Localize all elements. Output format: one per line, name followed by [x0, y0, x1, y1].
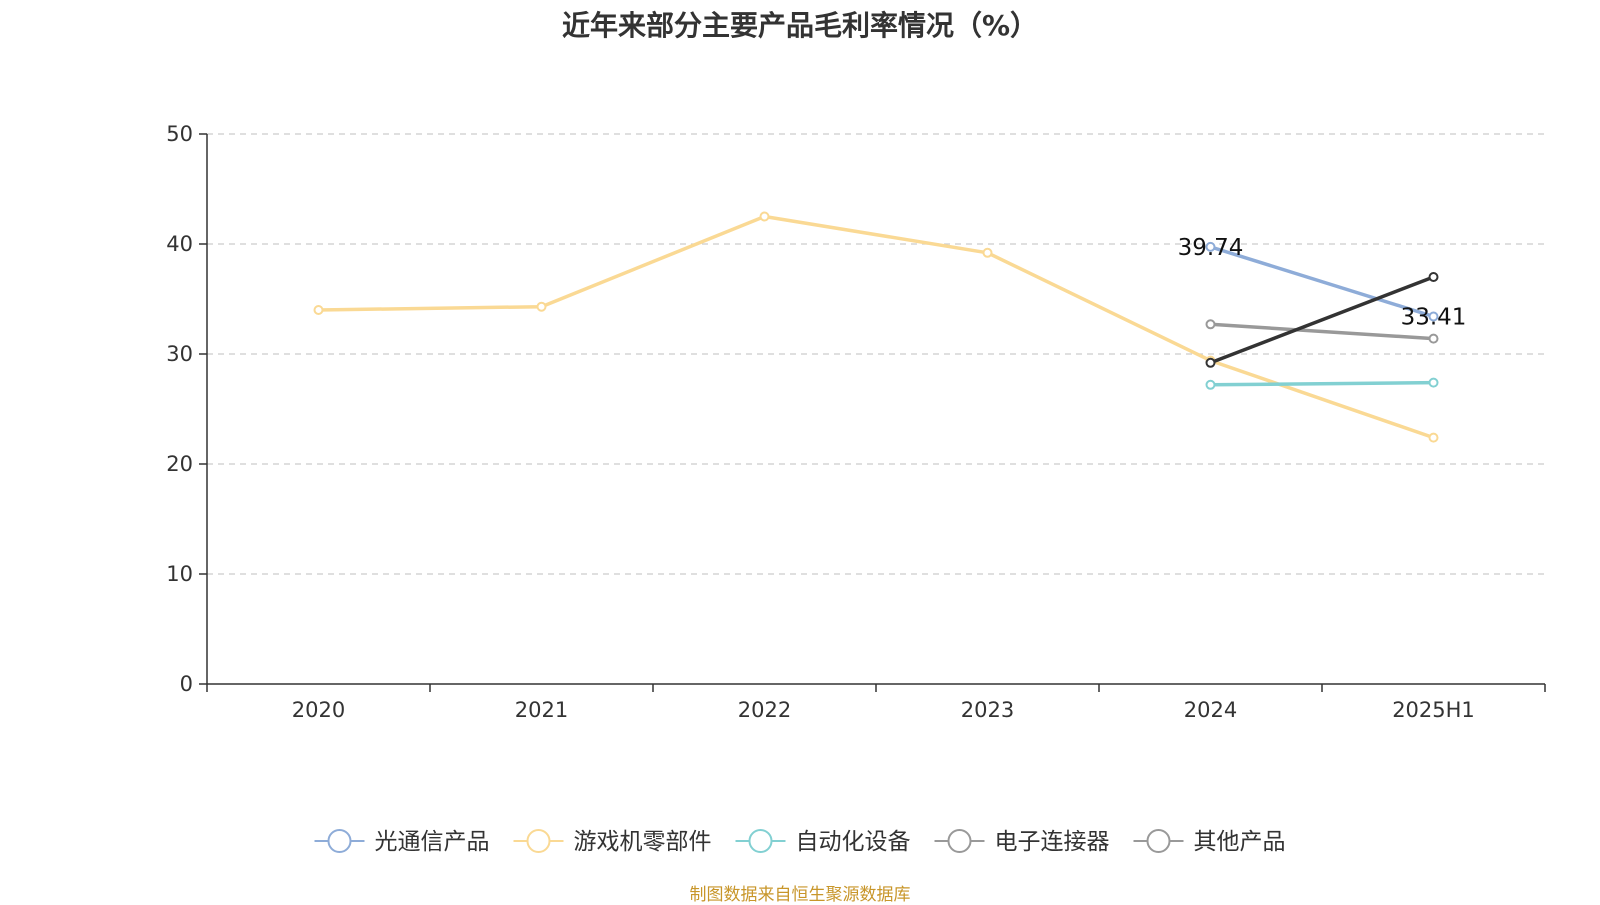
legend-swatch-marker — [947, 829, 972, 853]
series-line-0 — [1209, 245, 1435, 319]
series-line-4 — [1209, 275, 1435, 365]
data-point — [1205, 319, 1216, 330]
data-point — [1428, 272, 1439, 282]
legend-label: 光通信产品 — [375, 829, 490, 855]
data-label: 39.74 — [1178, 235, 1244, 261]
legend-label: 游戏机零部件 — [574, 829, 712, 855]
data-point — [759, 211, 770, 222]
data-label: 33.41 — [1401, 304, 1467, 330]
data-point — [1205, 357, 1216, 368]
chart-title: 近年来部分主要产品毛利率情况（%） — [561, 9, 1039, 42]
source-note: 制图数据来自恒生聚源数据库 — [689, 885, 911, 905]
y-tick-label: 40 — [166, 232, 193, 256]
data-point — [1428, 432, 1439, 443]
x-tick-label: 2020 — [292, 698, 345, 722]
x-tick-label: 2024 — [1184, 698, 1237, 722]
legend-label: 其他产品 — [1194, 829, 1286, 855]
data-point — [1205, 379, 1216, 390]
legend-swatch-marker — [327, 829, 352, 853]
y-tick-label: 10 — [166, 562, 193, 586]
series-line-3 — [1210, 322, 1434, 341]
data-point — [1428, 377, 1439, 388]
x-tick-label: 2023 — [961, 698, 1014, 722]
legend-swatch-marker — [1146, 829, 1171, 853]
data-point — [982, 247, 993, 258]
y-tick-label: 20 — [166, 452, 193, 476]
y-tick-label: 50 — [166, 122, 193, 146]
x-tick-label: 2021 — [515, 698, 568, 722]
y-tick-label: 0 — [180, 672, 193, 696]
data-point — [1205, 241, 1216, 252]
data-point — [1428, 311, 1439, 322]
legend-label: 自动化设备 — [796, 829, 911, 855]
x-tick-label: 2025H1 — [1392, 698, 1475, 722]
legend-swatch-marker — [748, 829, 773, 853]
y-tick-label: 30 — [166, 342, 193, 366]
series-line-2 — [1210, 380, 1434, 387]
data-point — [1428, 333, 1439, 344]
legend-label: 电子连接器 — [995, 829, 1110, 855]
legend-swatch-marker — [526, 829, 551, 853]
x-tick-label: 2022 — [738, 698, 791, 722]
series-line-1 — [318, 214, 1435, 440]
data-point — [313, 305, 324, 315]
data-point — [536, 301, 547, 312]
